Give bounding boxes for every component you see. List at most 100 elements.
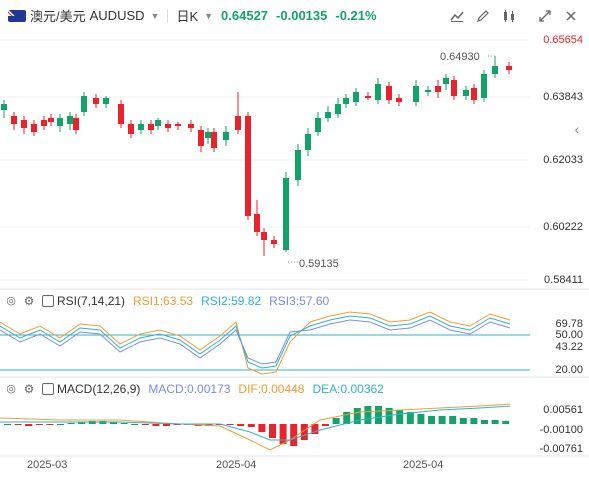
macd-y-tick: -0.00100 xyxy=(539,424,583,436)
rsi-y-tick: 69.78 xyxy=(555,318,583,330)
macd-bar xyxy=(449,416,457,424)
macd-y-tick: 0.00561 xyxy=(543,404,583,416)
macd-bar xyxy=(459,418,467,424)
candle-body xyxy=(21,120,27,128)
candle-body xyxy=(148,124,154,130)
draw-icon[interactable] xyxy=(473,6,493,26)
pair-name: 澳元/美元 xyxy=(30,9,86,24)
macd-bar xyxy=(311,424,319,434)
visibility-icon[interactable]: ◎ xyxy=(6,295,16,307)
macd-bar xyxy=(247,424,255,427)
dif-line xyxy=(0,403,511,451)
candle-body xyxy=(155,120,161,126)
macd-bar xyxy=(438,416,446,424)
candle-body xyxy=(413,86,419,102)
candle-body xyxy=(165,124,171,128)
dea-line xyxy=(0,405,511,441)
chart-header: 澳元/美元 AUDUSD ▼ 日K ▼ 0.64527 -0.00135 -0.… xyxy=(0,0,589,31)
candle-body xyxy=(128,124,134,134)
candle-body xyxy=(325,112,331,118)
candle-body xyxy=(41,120,47,126)
macd-bar xyxy=(502,421,510,424)
candle-body xyxy=(481,74,487,98)
collapse-panel-icon[interactable]: ‹ xyxy=(574,121,580,137)
current-price: 0.64527 xyxy=(221,8,269,23)
rsi-y-tick: 50.00 xyxy=(555,329,583,341)
macd-y-tick: -0.00761 xyxy=(539,443,583,455)
macd-bar xyxy=(14,424,22,425)
australia-flag-icon xyxy=(8,9,26,22)
macd-bar xyxy=(269,424,276,438)
rsi-title: RSI(7,14,21) xyxy=(57,294,126,308)
close-icon[interactable] xyxy=(561,6,581,26)
candle-body xyxy=(11,116,17,124)
candle-body xyxy=(73,118,79,130)
macd-bar xyxy=(120,423,128,424)
candle-body xyxy=(57,118,63,126)
settings-icon[interactable]: ⚙ xyxy=(23,382,35,396)
candle-body xyxy=(305,134,311,150)
candle-body xyxy=(396,98,402,102)
candle-body xyxy=(343,98,349,104)
fullscreen-icon[interactable] xyxy=(535,6,555,26)
macd-bar xyxy=(364,406,372,424)
rsi1-line xyxy=(0,311,511,375)
price-change: -0.00135 xyxy=(276,8,328,23)
settings-icon[interactable]: ⚙ xyxy=(23,294,35,308)
symbol-label[interactable]: AUDUSD xyxy=(89,8,145,23)
macd-bar xyxy=(131,424,139,425)
macd-bar xyxy=(279,424,287,444)
macd-bar xyxy=(4,424,11,425)
macd-bar xyxy=(491,420,499,424)
candle-body xyxy=(223,132,229,140)
candle-style-icon[interactable] xyxy=(447,6,467,26)
candle-body xyxy=(295,150,301,180)
toolbar xyxy=(441,6,581,26)
macd-bar xyxy=(322,424,329,426)
candle-body xyxy=(67,116,73,124)
macd-bar xyxy=(141,424,149,425)
macd-bar xyxy=(396,410,404,424)
visibility-icon[interactable]: ◎ xyxy=(6,383,16,395)
macd-bar xyxy=(343,412,351,424)
candle-body xyxy=(254,214,260,232)
rsi-y-tick: 20.00 xyxy=(555,364,583,376)
rsi3-line xyxy=(0,319,511,365)
indicator-checkbox[interactable] xyxy=(42,383,54,395)
symbol-dropdown-icon[interactable]: ▼ xyxy=(150,10,160,21)
price-change-pct: -0.21% xyxy=(335,8,377,23)
macd-bar xyxy=(353,408,361,424)
macd-bar xyxy=(78,422,86,424)
candle-body xyxy=(175,124,181,126)
macd-bar xyxy=(470,418,478,424)
macd-bar xyxy=(226,424,234,425)
candle-body xyxy=(425,90,431,92)
candle-body xyxy=(235,116,241,130)
candle-body xyxy=(353,92,359,102)
macd-bar xyxy=(57,424,64,425)
candle-body xyxy=(315,118,321,132)
high-price-label: 0.64930 xyxy=(440,51,480,63)
macd-title: MACD(12,26,9) xyxy=(57,382,141,396)
candle-body xyxy=(471,88,477,100)
macd-bar xyxy=(428,416,435,424)
rsi2-line xyxy=(0,315,511,369)
macd-bar xyxy=(152,424,160,426)
rsi-header: ◎ ⚙ RSI(7,14,21) RSI1:63.53 RSI2:59.82 R… xyxy=(0,292,329,310)
macd-header: ◎ ⚙ MACD(12,26,9) MACD:0.00173 DIF:0.004… xyxy=(0,380,384,398)
indicator-checkbox[interactable] xyxy=(42,295,54,307)
macd-bar xyxy=(290,424,298,446)
timeframe-dropdown-icon[interactable]: ▼ xyxy=(204,10,214,21)
macd-bar xyxy=(375,406,382,424)
timeframe-selector[interactable]: 日K xyxy=(176,9,199,24)
candle-body xyxy=(205,132,211,138)
indicator-icon[interactable] xyxy=(499,6,519,26)
y-tick-label: 0.65654 xyxy=(543,34,583,46)
candle-body xyxy=(375,84,381,100)
candle-body xyxy=(198,130,204,146)
low-price-label: 0.59135 xyxy=(299,258,339,270)
candle-body xyxy=(451,80,457,96)
candle-body xyxy=(211,132,217,148)
y-tick-label: 0.62033 xyxy=(543,154,583,166)
